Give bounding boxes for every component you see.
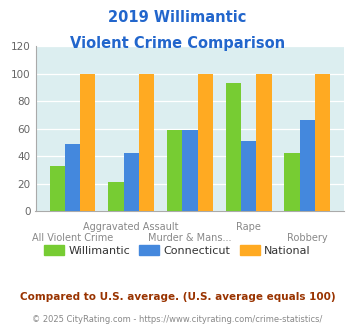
Bar <box>182 130 198 211</box>
Legend: Willimantic, Connecticut, National: Willimantic, Connecticut, National <box>40 241 315 260</box>
Text: All Violent Crime: All Violent Crime <box>32 233 113 243</box>
Text: Aggravated Assault: Aggravated Assault <box>83 222 179 232</box>
Bar <box>284 153 300 211</box>
Bar <box>139 74 154 211</box>
Bar <box>315 74 330 211</box>
Bar <box>108 182 124 211</box>
Bar <box>241 141 256 211</box>
Bar <box>50 166 65 211</box>
Text: Violent Crime Comparison: Violent Crime Comparison <box>70 36 285 51</box>
Text: Murder & Mans...: Murder & Mans... <box>148 233 232 243</box>
Bar <box>80 74 95 211</box>
Bar <box>198 74 213 211</box>
Bar <box>167 130 182 211</box>
Text: 2019 Willimantic: 2019 Willimantic <box>108 10 247 25</box>
Text: Robbery: Robbery <box>287 233 328 243</box>
Text: © 2025 CityRating.com - https://www.cityrating.com/crime-statistics/: © 2025 CityRating.com - https://www.city… <box>32 315 323 324</box>
Bar <box>300 120 315 211</box>
Text: Compared to U.S. average. (U.S. average equals 100): Compared to U.S. average. (U.S. average … <box>20 292 335 302</box>
Bar <box>65 144 80 211</box>
Bar <box>124 153 139 211</box>
Text: Rape: Rape <box>236 222 261 232</box>
Bar <box>256 74 272 211</box>
Bar <box>226 83 241 211</box>
